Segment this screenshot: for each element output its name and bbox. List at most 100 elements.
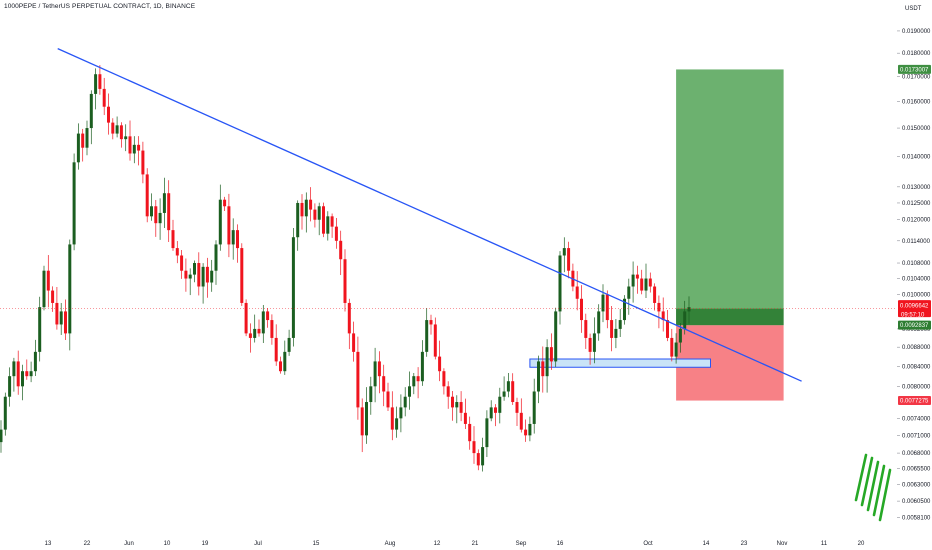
price-tick-label: 0.0114000 — [902, 239, 931, 245]
candle — [399, 394, 403, 433]
candle — [223, 196, 227, 211]
candle — [291, 227, 295, 347]
chart-title: 1000PEPE / TetherUS PERPETUAL CONTRACT, … — [4, 3, 196, 10]
candle — [674, 333, 678, 364]
time-tick-label: 21 — [472, 541, 479, 547]
time-tick-label: Aug — [385, 541, 396, 547]
candle — [472, 426, 476, 464]
candle — [541, 346, 545, 393]
target-price-tag — [898, 64, 931, 74]
tradingview-logo-icon — [854, 453, 892, 522]
price-tick-label: 0.0190000 — [902, 29, 931, 35]
time-axis[interactable]: 13 22 Jun 10 19 Jul 15 Aug 12 21 Sep 16 Oct 14 23 Nov 11… — [45, 541, 865, 547]
candle — [150, 193, 153, 221]
descending-trendline[interactable] — [57, 48, 802, 382]
candle — [459, 391, 463, 422]
candle — [558, 251, 562, 325]
candle — [425, 308, 429, 357]
candle — [197, 252, 201, 296]
candle — [248, 323, 252, 353]
candle — [322, 202, 325, 238]
time-tick-label: 20 — [858, 541, 865, 547]
candle — [12, 357, 16, 392]
candle — [184, 258, 188, 292]
candle — [98, 65, 102, 95]
countdown-text: 09:57:10 — [901, 313, 925, 319]
candle — [506, 373, 510, 398]
candle — [193, 260, 196, 283]
time-tick-label: 11 — [821, 541, 828, 547]
candle — [111, 118, 115, 140]
entry-price-tag-text: 0.0092837 — [900, 323, 929, 329]
candle — [102, 77, 106, 116]
candle — [365, 387, 368, 444]
candle — [313, 203, 317, 228]
candle — [240, 243, 244, 306]
currency-label: USDT — [905, 6, 922, 12]
price-tick-label: 0.0088000 — [902, 345, 931, 351]
candle — [107, 93, 110, 135]
price-axis[interactable]: USDT 0.0190000 0.0180000 0.0170000 0.0160000… — [897, 0, 932, 550]
candle — [412, 372, 416, 395]
candle — [270, 314, 274, 345]
open-pnl-zone — [676, 308, 784, 326]
candle — [377, 351, 381, 394]
candle — [494, 404, 497, 427]
position-zones — [676, 69, 784, 401]
candle — [670, 328, 674, 362]
candle — [369, 376, 373, 415]
candle — [429, 314, 433, 335]
candle — [416, 367, 420, 399]
trendline[interactable] — [57, 48, 802, 382]
time-tick-label: 10 — [164, 541, 171, 547]
candle — [266, 308, 270, 328]
candle — [81, 128, 85, 162]
candle — [3, 392, 7, 436]
candle — [481, 437, 485, 472]
candle — [356, 336, 360, 420]
candle — [618, 308, 622, 337]
candle — [274, 324, 278, 366]
candle — [89, 90, 93, 145]
candle — [218, 184, 222, 251]
candle — [72, 153, 76, 251]
last-price-tag — [898, 300, 931, 318]
price-tick-label: 0.0068000 — [902, 451, 931, 457]
candle — [468, 416, 472, 450]
candles — [0, 65, 691, 472]
candle — [580, 285, 583, 333]
candle — [304, 192, 308, 233]
support-rectangle[interactable] — [529, 358, 712, 368]
candle — [433, 317, 437, 360]
candle — [408, 371, 411, 410]
time-tick-label: 23 — [741, 541, 748, 547]
candle — [317, 202, 321, 236]
candle — [21, 364, 24, 401]
candle — [537, 355, 540, 404]
candle — [631, 261, 635, 303]
candle — [502, 376, 506, 401]
candle — [446, 381, 450, 409]
candle — [119, 122, 123, 148]
target-zone[interactable] — [676, 69, 784, 326]
candle — [575, 271, 579, 311]
candle — [648, 272, 652, 293]
price-axis-bg — [897, 0, 932, 550]
candle — [571, 263, 575, 292]
candle — [38, 296, 42, 362]
time-tick-label: 13 — [45, 541, 52, 547]
candle — [115, 116, 119, 138]
candle — [588, 333, 592, 365]
time-tick-label: 22 — [84, 541, 91, 547]
candle — [511, 373, 515, 405]
candle — [653, 283, 657, 311]
last-price-tag-text: 0.0096642 — [900, 304, 929, 310]
candle — [158, 198, 162, 240]
time-tick-label: Jul — [254, 541, 262, 547]
candle — [85, 120, 89, 156]
candle — [524, 419, 528, 442]
candle — [227, 193, 231, 258]
candle — [549, 333, 553, 370]
